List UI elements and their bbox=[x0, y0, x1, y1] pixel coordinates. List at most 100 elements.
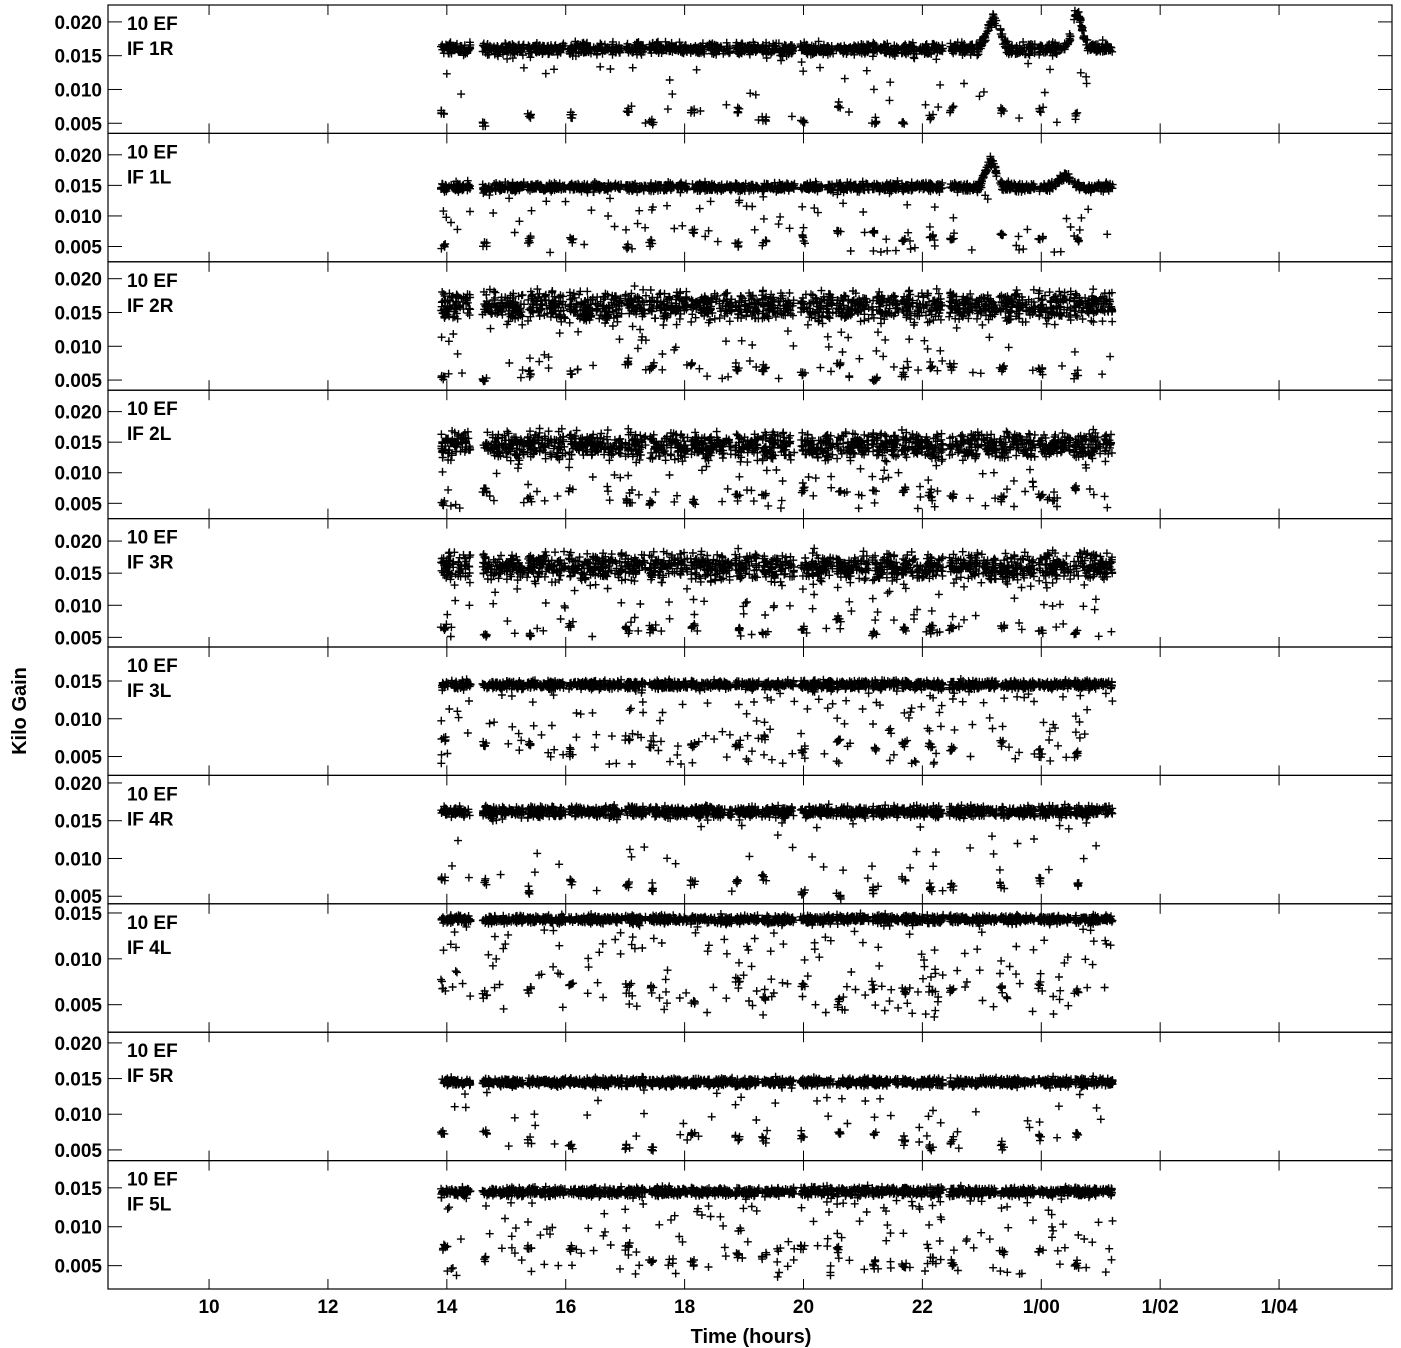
plus-markers bbox=[436, 544, 1117, 641]
x-axis-title: Time (hours) bbox=[691, 1326, 812, 1348]
panel-if-label: IF 4L bbox=[127, 938, 172, 959]
y-tick-label: 0.010 bbox=[54, 1105, 102, 1126]
data-points bbox=[437, 675, 1117, 768]
panel-if-2l: 0.005 0.010 0.015 0.020 10 EF IF 2L bbox=[54, 389, 1393, 520]
x-tick-label: 1/00 bbox=[1023, 1297, 1060, 1318]
panel-frame bbox=[107, 132, 1393, 263]
y-tick-label: 0.015 bbox=[54, 1070, 102, 1091]
y-tick-label: 0.015 bbox=[54, 564, 102, 585]
y-tick-label: 0.020 bbox=[54, 13, 102, 34]
panel-if-3r: 0.005 0.010 0.015 0.020 10 EF IF 3R bbox=[54, 517, 1393, 649]
plus-markers bbox=[437, 1072, 1117, 1155]
y-tick-label: 0.015 bbox=[54, 303, 102, 324]
panel-frame bbox=[107, 389, 1393, 520]
y-tick-label: 0.005 bbox=[54, 887, 102, 908]
panel-if-label: IF 1R bbox=[127, 39, 174, 60]
data-points bbox=[437, 424, 1116, 513]
panel-frame bbox=[107, 4, 1393, 134]
y-tick-label: 0.015 bbox=[54, 812, 102, 833]
y-tick-label: 0.015 bbox=[54, 176, 102, 197]
panel-antenna-label: 10 EF bbox=[127, 399, 178, 420]
data-points bbox=[437, 1072, 1117, 1155]
panel-if-label: IF 4R bbox=[127, 809, 174, 830]
panels-layer: 0.005 0.010 0.015 0.020 10 EF IF 1R 0.005 0.010… bbox=[54, 4, 1393, 1290]
panel-if-1l: 0.005 0.010 0.015 0.020 10 EF IF 1L bbox=[54, 132, 1393, 263]
y-tick-label: 0.005 bbox=[54, 238, 102, 259]
panel-antenna-label: 10 EF bbox=[127, 784, 178, 805]
panel-if-4l: 0.005 0.010 0.015 10 EF IF 4L bbox=[54, 903, 1393, 1033]
plus-markers bbox=[437, 282, 1117, 386]
x-tick-label: 1/02 bbox=[1142, 1297, 1179, 1318]
data-points bbox=[437, 6, 1117, 131]
x-tick-label: 16 bbox=[555, 1297, 576, 1318]
y-axis-title: Kilo Gain bbox=[9, 667, 31, 755]
data-points bbox=[436, 544, 1117, 641]
panel-if-4r: 0.005 0.010 0.015 0.020 10 EF IF 4R bbox=[54, 774, 1393, 908]
data-points bbox=[437, 152, 1117, 257]
y-tick-label: 0.010 bbox=[54, 950, 102, 971]
panel-antenna-label: 10 EF bbox=[127, 528, 178, 549]
x-axis: 10 12 14 16 18 20 22 1/00 1/02 1/04 bbox=[198, 1297, 1297, 1318]
panel-if-2r: 0.005 0.010 0.015 0.020 10 EF IF 2R bbox=[54, 261, 1393, 392]
y-tick-label: 0.010 bbox=[54, 464, 102, 485]
plus-markers bbox=[437, 1181, 1117, 1281]
y-tick-label: 0.010 bbox=[54, 710, 102, 731]
plus-markers bbox=[437, 6, 1117, 131]
y-tick-label: 0.020 bbox=[54, 774, 102, 795]
plus-markers bbox=[437, 152, 1117, 257]
y-tick-label: 0.020 bbox=[54, 403, 102, 424]
plus-markers bbox=[437, 675, 1117, 768]
plus-markers bbox=[437, 424, 1116, 513]
panel-if-label: IF 2L bbox=[127, 424, 172, 445]
y-tick-label: 0.005 bbox=[54, 1141, 102, 1162]
plus-markers bbox=[437, 800, 1117, 903]
y-tick-label: 0.015 bbox=[54, 433, 102, 454]
panel-if-3l: 0.005 0.010 0.015 10 EF IF 3L bbox=[54, 646, 1393, 776]
y-tick-label: 0.010 bbox=[54, 337, 102, 358]
data-points bbox=[437, 1181, 1117, 1281]
y-tick-label: 0.020 bbox=[54, 270, 102, 291]
panel-if-label: IF 3R bbox=[127, 553, 174, 574]
y-tick-label: 0.020 bbox=[54, 146, 102, 167]
panel-frame bbox=[107, 261, 1393, 391]
y-tick-label: 0.005 bbox=[54, 996, 102, 1017]
data-points bbox=[437, 909, 1117, 1021]
panel-if-5r: 0.005 0.010 0.015 0.020 10 EF IF 5R bbox=[54, 1031, 1393, 1162]
y-tick-label: 0.010 bbox=[54, 1218, 102, 1239]
data-points bbox=[437, 282, 1117, 386]
y-tick-label: 0.005 bbox=[54, 494, 102, 515]
x-tick-label: 1/04 bbox=[1261, 1297, 1298, 1318]
panel-antenna-label: 10 EF bbox=[127, 14, 178, 35]
panel-if-label: IF 5R bbox=[127, 1066, 174, 1087]
y-tick-label: 0.010 bbox=[54, 596, 102, 617]
y-tick-label: 0.010 bbox=[54, 207, 102, 228]
panel-frame bbox=[107, 1159, 1393, 1290]
panel-antenna-label: 10 EF bbox=[127, 142, 178, 163]
y-tick-label: 0.020 bbox=[54, 1034, 102, 1055]
x-tick-label: 18 bbox=[674, 1297, 695, 1318]
y-tick-label: 0.015 bbox=[54, 672, 102, 693]
y-tick-label: 0.015 bbox=[54, 1179, 102, 1200]
panel-if-label: IF 5L bbox=[127, 1195, 172, 1216]
y-tick-label: 0.005 bbox=[54, 114, 102, 135]
panel-frame bbox=[107, 774, 1393, 905]
panel-antenna-label: 10 EF bbox=[127, 1041, 178, 1062]
y-tick-label: 0.005 bbox=[54, 371, 102, 392]
panel-antenna-label: 10 EF bbox=[127, 1170, 178, 1191]
panel-frame bbox=[107, 517, 1393, 648]
x-tick-label: 12 bbox=[317, 1297, 338, 1318]
panel-antenna-label: 10 EF bbox=[127, 656, 178, 677]
y-tick-label: 0.005 bbox=[54, 1257, 102, 1278]
panel-if-label: IF 3L bbox=[127, 681, 172, 702]
y-tick-label: 0.010 bbox=[54, 849, 102, 870]
panel-antenna-label: 10 EF bbox=[127, 271, 178, 292]
panel-if-label: IF 1L bbox=[127, 167, 172, 188]
plus-markers bbox=[437, 909, 1117, 1021]
panel-antenna-label: 10 EF bbox=[127, 913, 178, 934]
y-tick-label: 0.020 bbox=[54, 532, 102, 553]
y-tick-label: 0.005 bbox=[54, 628, 102, 649]
x-tick-label: 22 bbox=[912, 1297, 933, 1318]
panel-frame bbox=[107, 646, 1393, 776]
y-tick-label: 0.005 bbox=[54, 748, 102, 769]
